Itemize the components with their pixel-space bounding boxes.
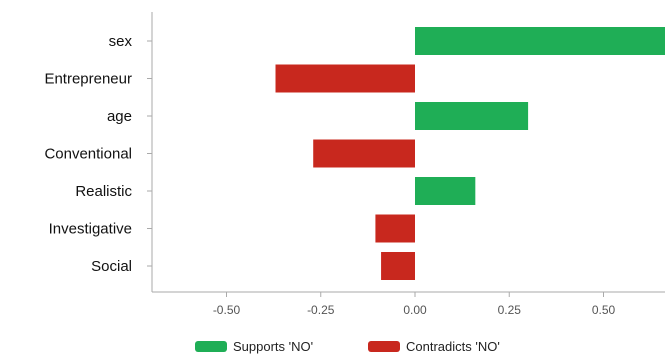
bar-age — [415, 102, 529, 130]
legend-swatch-supports — [195, 341, 227, 352]
bar-social — [381, 252, 415, 280]
y-label-social: Social — [91, 258, 132, 275]
bar-conventional — [313, 139, 415, 168]
legend: Supports 'NO' Contradicts 'NO' — [195, 339, 500, 354]
y-label-entrepreneur: Entrepreneur — [44, 71, 132, 88]
y-label-sex: sex — [109, 33, 133, 50]
legend-swatch-contradicts — [368, 341, 400, 352]
x-tick-label: 0.25 — [498, 303, 522, 317]
bar-entrepreneur — [275, 64, 415, 93]
x-tick-label: -0.50 — [213, 303, 241, 317]
bar-realistic — [415, 177, 476, 205]
legend-label-supports: Supports 'NO' — [233, 339, 313, 354]
y-label-investigative: Investigative — [49, 221, 132, 238]
x-tick-label: -0.25 — [307, 303, 335, 317]
bars — [275, 27, 665, 280]
legend-label-contradicts: Contradicts 'NO' — [406, 339, 500, 354]
x-tick-label: 0.50 — [592, 303, 616, 317]
y-axis-labels: sex Entrepreneur age Conventional Realistic I… — [44, 33, 152, 275]
y-label-conventional: Conventional — [44, 146, 132, 163]
axes — [151, 12, 665, 293]
bar-sex — [415, 27, 665, 55]
y-label-age: age — [107, 108, 132, 125]
x-tick-label: 0.00 — [403, 303, 427, 317]
bar-investigative — [375, 214, 415, 243]
x-axis-ticks: -0.50 -0.25 0.00 0.25 0.50 — [213, 292, 616, 317]
y-label-realistic: Realistic — [75, 183, 132, 200]
